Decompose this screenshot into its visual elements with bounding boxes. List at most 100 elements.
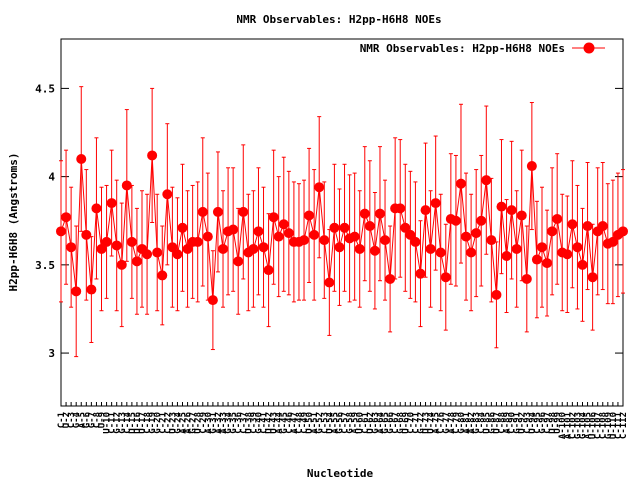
data-point: [597, 221, 608, 232]
data-point: [152, 247, 163, 258]
x-tick-label: A-89: [503, 412, 513, 434]
legend-marker: [583, 42, 595, 54]
x-tick-label: A-32: [214, 412, 224, 434]
x-tick-label: C-71: [411, 412, 421, 434]
data-point: [273, 231, 284, 242]
x-tick-label: C-107: [594, 412, 604, 439]
data-point: [197, 206, 208, 217]
x-tick-label: C-37: [239, 412, 249, 434]
data-point: [86, 284, 97, 295]
x-tick-label: U-50: [305, 412, 315, 434]
data-point: [380, 235, 391, 246]
y-axis: 3 3.5 4 4.5: [35, 82, 623, 360]
data-point: [410, 236, 421, 247]
data-point: [319, 235, 330, 246]
data-point: [258, 242, 269, 253]
x-tick-label: A-33: [219, 412, 229, 434]
data-point: [521, 273, 532, 284]
data-point: [552, 213, 563, 224]
data-point: [228, 224, 239, 235]
data-point: [329, 222, 340, 233]
x-tick-label: U-99: [553, 412, 563, 434]
data-point: [430, 198, 441, 209]
data-point: [496, 201, 507, 212]
data-point: [339, 222, 350, 233]
x-tick-label: A-5: [77, 412, 87, 428]
data-point: [66, 242, 77, 253]
x-tick-label: C-61: [361, 412, 371, 434]
series-line: [60, 155, 624, 301]
x-tick-label: C-22: [163, 412, 173, 434]
x-tick-label: G-13: [118, 412, 128, 434]
data-point: [364, 221, 375, 232]
data-point: [304, 210, 315, 221]
x-tick-label: G-27: [189, 412, 199, 434]
x-tick-label: G-52: [315, 412, 325, 434]
data-point: [526, 161, 537, 172]
data-point: [167, 242, 178, 253]
x-tick-label: U-10: [103, 412, 113, 434]
x-tick-label: G-12: [113, 412, 123, 434]
data-point: [71, 286, 82, 297]
x-tick-label: U-42: [265, 412, 275, 434]
x-tick-label: C-46: [285, 412, 295, 434]
data-point: [536, 242, 547, 253]
y-tick-label: 3.5: [35, 259, 55, 272]
x-tick-label: C-8: [92, 412, 102, 428]
data-point: [131, 256, 142, 267]
x-tick-label: C-39: [249, 412, 259, 434]
y-axis-label: H2pp-H6H8 (Angstroms): [7, 152, 20, 291]
data-point: [263, 265, 274, 276]
x-tick-label: U-94: [528, 411, 538, 433]
data-point: [369, 245, 380, 256]
x-tick-label: C-76: [437, 412, 447, 434]
x-tick-label: U-17: [138, 412, 148, 434]
data-point: [309, 229, 320, 240]
x-tick-label: G-68: [396, 412, 406, 434]
data-point: [582, 221, 593, 232]
x-tick-label: U-110: [609, 412, 619, 439]
data-point: [491, 289, 502, 300]
data-point: [91, 203, 102, 214]
data-point: [435, 247, 446, 258]
data-point: [385, 273, 396, 284]
x-tick-label: U-98: [548, 412, 558, 434]
y-tick-label: 3: [48, 347, 55, 360]
data-point: [415, 268, 426, 279]
data-point: [374, 208, 385, 219]
x-tick-label: C-49: [300, 412, 310, 434]
x-tick-label: C-88: [497, 412, 507, 434]
x-tick-label: G-34: [224, 411, 234, 433]
x-tick-label: G-63: [371, 412, 381, 434]
x-tick-label: C-48: [295, 412, 305, 434]
data-point: [253, 226, 264, 237]
data-point: [207, 295, 218, 306]
data-point: [516, 210, 527, 221]
x-tick-label: C-57: [341, 412, 351, 434]
data-point: [76, 153, 87, 164]
data-point: [147, 150, 158, 161]
x-tick-label: A-81: [462, 412, 472, 434]
data-point: [481, 175, 492, 186]
legend: NMR Observables: H2pp-H6H8 NOEs: [360, 42, 605, 55]
x-tick-label: A-51: [310, 412, 320, 434]
data-point: [233, 256, 244, 267]
data-point: [405, 229, 416, 240]
data-point: [177, 222, 188, 233]
x-axis-label: Nucleotide: [307, 467, 374, 480]
data-point: [486, 235, 497, 246]
x-tick-label: G-4: [72, 411, 82, 428]
data-point: [547, 226, 558, 237]
x-tick-label: G-7: [87, 412, 97, 428]
data-point: [542, 258, 553, 269]
data-point: [400, 222, 411, 233]
data-point: [202, 231, 213, 242]
x-tick-label: G-80: [457, 412, 467, 434]
x-tick-label: A-105: [584, 412, 594, 439]
x-tick-label: G-103: [573, 412, 583, 439]
data-point: [268, 212, 279, 223]
x-tick-label: C-1: [57, 412, 67, 428]
data-point: [248, 243, 259, 254]
x-tick-label: C-18: [143, 412, 153, 434]
data-point: [461, 231, 472, 242]
